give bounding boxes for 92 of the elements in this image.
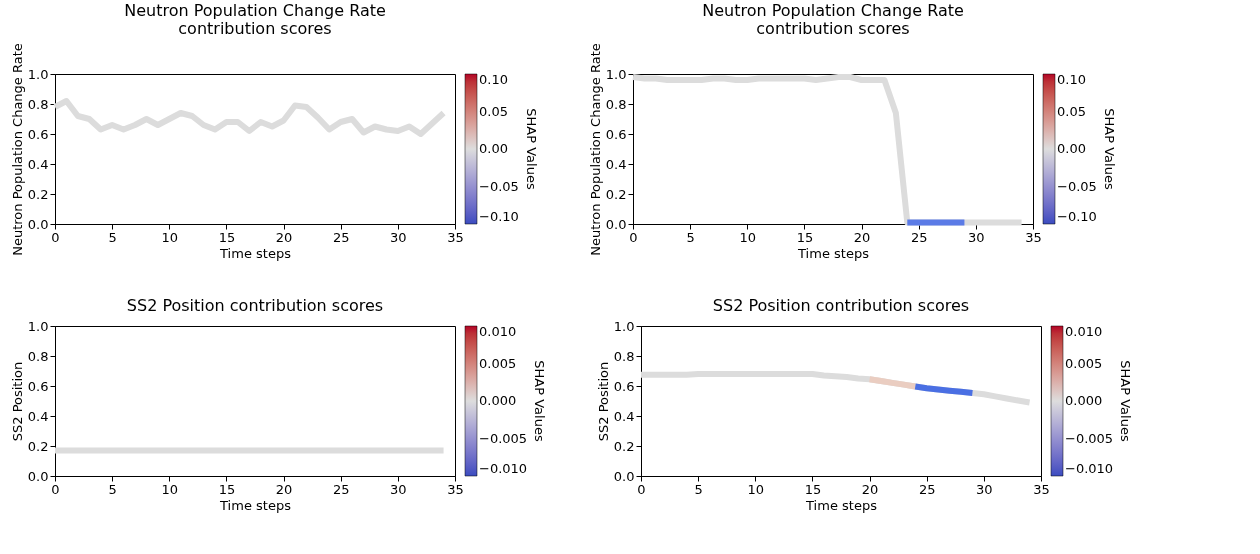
color-bar-title: SHAP Values xyxy=(524,108,539,190)
x-tick-label: 35 xyxy=(447,229,464,245)
y-tick-label: 1.0 xyxy=(605,66,627,82)
color-bar-label: 0.000 xyxy=(1065,393,1103,408)
x-tick-label: 10 xyxy=(747,481,765,497)
y-tick-label: 0.6 xyxy=(605,126,627,142)
y-tick-label: 0.2 xyxy=(613,438,635,454)
y-tick-label: 1.0 xyxy=(27,318,49,334)
x-tick-label: 20 xyxy=(275,229,293,245)
y-axis-title: SS2 Position xyxy=(595,361,611,442)
color-bar-title: SHAP Values xyxy=(1118,360,1133,442)
x-tick-label: 5 xyxy=(694,481,703,497)
x-tick-label: 0 xyxy=(637,481,646,497)
x-tick-label: 15 xyxy=(804,481,822,497)
x-tick-label: 5 xyxy=(686,229,695,245)
color-bar-label: −0.005 xyxy=(479,430,528,446)
y-tick-label: 0.0 xyxy=(27,216,49,232)
x-tick-label: 30 xyxy=(390,229,407,245)
x-tick-label: 25 xyxy=(918,481,936,497)
x-tick-label: 0 xyxy=(629,229,638,245)
y-tick-label: 0.2 xyxy=(27,186,49,202)
x-tick-label: 25 xyxy=(910,229,928,245)
x-tick-label: 5 xyxy=(108,229,117,245)
color-bar-label: −0.10 xyxy=(1057,209,1097,224)
y-tick-label: 0.6 xyxy=(27,126,49,142)
color-bar-label: 0.000 xyxy=(479,393,517,408)
color-bar-label: −0.010 xyxy=(1065,461,1114,476)
chart-title: Neutron Population Change Rate contribution scores xyxy=(702,0,964,38)
color-bar-label: −0.05 xyxy=(479,178,519,194)
x-axis-title: Time steps xyxy=(797,245,870,261)
x-tick-label: 20 xyxy=(275,481,293,497)
x-axis-title: Time steps xyxy=(219,245,292,261)
y-tick-label: 0.8 xyxy=(27,348,49,364)
color-bar-label: 0.005 xyxy=(1065,355,1103,371)
y-tick-label: 0.0 xyxy=(605,216,627,232)
y-tick-label: 0.2 xyxy=(605,186,627,202)
x-tick-label: 35 xyxy=(447,481,464,497)
y-tick-label: 0.4 xyxy=(605,156,627,172)
x-tick-label: 10 xyxy=(161,481,179,497)
y-tick-label: 0.6 xyxy=(27,378,49,394)
chart-title: SS2 Position contribution scores xyxy=(126,296,384,315)
x-tick-label: 5 xyxy=(108,481,117,497)
color-bar-label: 0.010 xyxy=(1065,324,1103,339)
x-tick-label: 15 xyxy=(218,481,236,497)
chart-title: SS2 Position contribution scores xyxy=(712,296,970,315)
x-tick-label: 15 xyxy=(218,229,236,245)
y-tick-label: 0.6 xyxy=(613,378,635,394)
color-bar-title: SHAP Values xyxy=(1102,108,1117,190)
color-bar-label: −0.010 xyxy=(479,461,528,476)
x-axis-title: Time steps xyxy=(805,497,878,513)
y-tick-label: 1.0 xyxy=(27,66,49,82)
color-bar-label: 0.00 xyxy=(479,141,508,156)
x-tick-label: 30 xyxy=(390,481,407,497)
color-bar-label: 0.10 xyxy=(479,72,508,87)
y-tick-label: 0.4 xyxy=(27,156,49,172)
x-tick-label: 30 xyxy=(976,481,993,497)
color-bar-label: −0.10 xyxy=(479,209,519,224)
x-tick-label: 25 xyxy=(332,481,350,497)
y-axis-title: Neutron Population Change Rate xyxy=(587,43,603,256)
color-bar-label: 0.05 xyxy=(479,103,508,119)
x-tick-label: 0 xyxy=(51,229,60,245)
x-tick-label: 0 xyxy=(51,481,60,497)
chart-title: Neutron Population Change Rate contribution scores xyxy=(124,0,386,38)
x-tick-label: 20 xyxy=(853,229,871,245)
x-tick-label: 20 xyxy=(861,481,879,497)
color-bar-label: 0.00 xyxy=(1057,141,1086,156)
y-tick-label: 0.4 xyxy=(613,408,635,424)
color-bar-label: 0.10 xyxy=(1057,72,1086,87)
x-tick-label: 10 xyxy=(739,229,757,245)
color-bar-title: SHAP Values xyxy=(532,360,547,442)
x-axis-title: Time steps xyxy=(219,497,292,513)
y-axis-title: Neutron Population Change Rate xyxy=(9,43,25,256)
x-tick-label: 25 xyxy=(332,229,350,245)
y-axis-title: SS2 Position xyxy=(9,361,25,442)
x-tick-label: 35 xyxy=(1033,481,1050,497)
x-tick-label: 30 xyxy=(968,229,985,245)
y-tick-label: 0.8 xyxy=(27,96,49,112)
x-tick-label: 15 xyxy=(796,229,814,245)
x-tick-label: 10 xyxy=(161,229,179,245)
y-tick-label: 0.0 xyxy=(613,468,635,484)
x-tick-label: 35 xyxy=(1025,229,1042,245)
color-bar-label: −0.005 xyxy=(1065,430,1114,446)
y-tick-label: 0.2 xyxy=(27,438,49,454)
y-tick-label: 1.0 xyxy=(613,318,635,334)
color-bar-label: 0.05 xyxy=(1057,103,1086,119)
y-tick-label: 0.8 xyxy=(613,348,635,364)
color-bar-label: −0.05 xyxy=(1057,178,1097,194)
color-bar-label: 0.010 xyxy=(479,324,517,339)
y-tick-label: 0.0 xyxy=(27,468,49,484)
color-bar-label: 0.005 xyxy=(479,355,517,371)
y-tick-label: 0.8 xyxy=(605,96,627,112)
y-tick-label: 0.4 xyxy=(27,408,49,424)
